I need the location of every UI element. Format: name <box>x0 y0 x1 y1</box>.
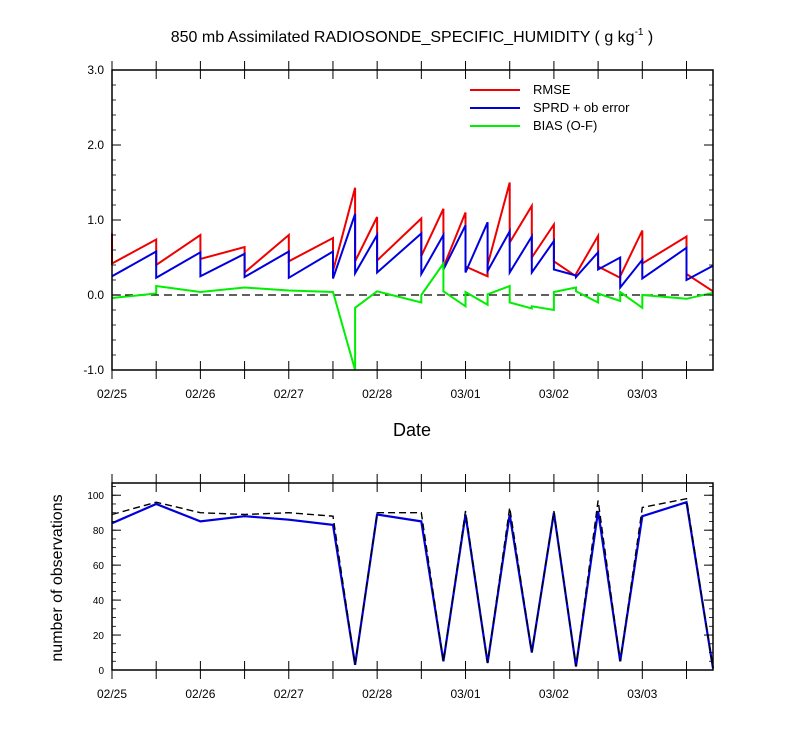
x-tick-label: 02/26 <box>185 387 215 401</box>
legend-label: SPRD + ob error <box>533 100 630 115</box>
chart-title-main: 850 mb Assimilated RADIOSONDE_SPECIFIC_H… <box>171 29 635 46</box>
x-tick-label: 02/27 <box>274 387 304 401</box>
y-tick-label: 20 <box>93 631 105 642</box>
x-tick-label: 03/02 <box>539 387 569 401</box>
bottom-panel: 0 20 40 60 80 100 02/25 02/26 02/27 02/28 03/01 03/… <box>49 474 715 701</box>
top-ticks: -1.0 0.0 1.0 2.0 3.0 02/25 02/26 02/27 02/28 03/0… <box>83 61 713 401</box>
x-tick-label: 03/01 <box>451 387 481 401</box>
top-x-axis-label: Date <box>393 420 431 440</box>
top-panel: -1.0 0.0 1.0 2.0 3.0 02/25 02/26 02/27 02/28 03/0… <box>83 61 714 440</box>
bottom-plot-frame <box>111 482 714 671</box>
bottom-plot-area <box>111 497 715 669</box>
y-tick-label: 100 <box>87 491 104 502</box>
x-tick-label: 02/28 <box>362 387 392 401</box>
x-tick-label: 03/03 <box>627 687 657 701</box>
y-tick-label: 40 <box>93 596 105 607</box>
x-tick-label: 02/27 <box>274 687 304 701</box>
series-line-sprd-ob-error <box>111 213 714 291</box>
legend-label: BIAS (O-F) <box>533 118 597 133</box>
x-tick-label: 02/26 <box>185 687 215 701</box>
series-line-assimilated <box>111 500 715 669</box>
chart-title-close: ) <box>643 29 653 46</box>
x-tick-label: 02/25 <box>97 687 127 701</box>
top-plot-area <box>111 182 714 371</box>
x-tick-label: 02/28 <box>362 687 392 701</box>
y-tick-label: 3.0 <box>87 63 104 77</box>
bottom-ticks: 0 20 40 60 80 100 02/25 02/26 02/27 02/28 03/01 03/… <box>87 474 713 701</box>
y-tick-label: -1.0 <box>83 363 104 377</box>
chart-title-superscript: -1 <box>635 27 644 38</box>
y-tick-label: 60 <box>93 561 105 572</box>
bottom-y-axis-label: number of observations <box>49 494 66 661</box>
y-tick-label: 1.0 <box>87 213 104 227</box>
y-tick-label: 0 <box>98 666 104 677</box>
x-tick-label: 02/25 <box>97 387 127 401</box>
chart-title: 850 mb Assimilated RADIOSONDE_SPECIFIC_H… <box>171 27 654 46</box>
y-tick-label: 80 <box>93 526 105 537</box>
x-tick-label: 03/03 <box>627 387 657 401</box>
series-line-bias-o-f <box>111 260 714 371</box>
x-tick-label: 03/01 <box>451 687 481 701</box>
top-plot-frame <box>111 69 714 371</box>
legend-label: RMSE <box>533 82 571 97</box>
x-tick-label: 03/02 <box>539 687 569 701</box>
y-tick-label: 0.0 <box>87 288 104 302</box>
legend: RMSE SPRD + ob error BIAS (O-F) <box>470 82 630 133</box>
series-line-possible <box>111 497 714 669</box>
y-tick-label: 2.0 <box>87 138 104 152</box>
